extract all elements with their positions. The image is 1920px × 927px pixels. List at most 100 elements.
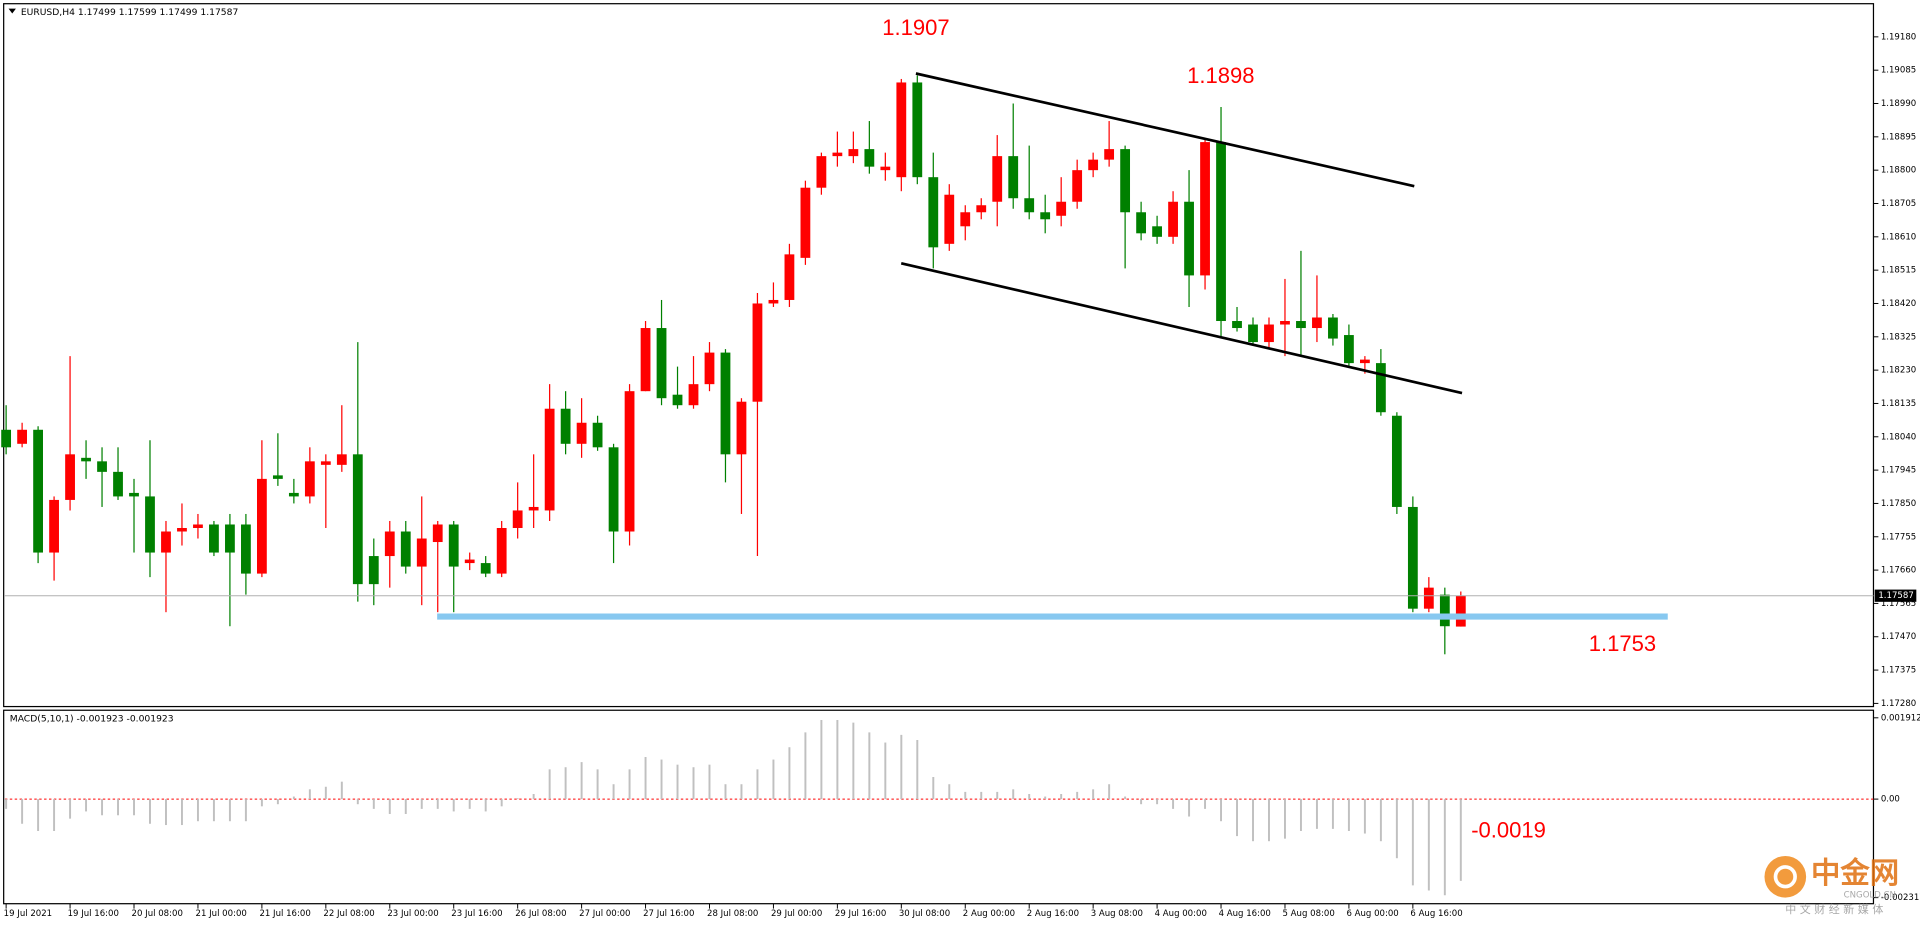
current-price-label: 1.17587 xyxy=(1878,591,1913,601)
x-tick-label: 27 Jul 00:00 xyxy=(579,909,630,919)
current-price-box xyxy=(1874,589,1917,602)
y-tick-label: 1.17660 xyxy=(1881,566,1916,576)
y-tick-label: 1.17565 xyxy=(1881,599,1916,609)
x-tick-label: 19 Jul 16:00 xyxy=(68,909,119,919)
x-tick-label: 4 Aug 00:00 xyxy=(1155,909,1207,919)
watermark-site: CNGOLD.CN xyxy=(1844,891,1896,901)
candle-body xyxy=(1120,149,1131,213)
candle-body xyxy=(816,156,827,188)
candle-body xyxy=(832,152,843,157)
y-tick-label: 1.18325 xyxy=(1881,332,1916,342)
candle-body xyxy=(624,391,635,532)
candle-body xyxy=(1360,359,1370,364)
x-tick-label: 29 Jul 00:00 xyxy=(771,909,822,919)
y-tick-label: 1.17945 xyxy=(1881,466,1916,476)
candle-body xyxy=(1439,594,1450,627)
price-panel xyxy=(3,3,1875,708)
candle-body xyxy=(1232,321,1242,329)
support-line xyxy=(437,613,1668,620)
candle-body xyxy=(496,527,507,574)
x-tick-label: 21 Jul 16:00 xyxy=(259,909,310,919)
candle-body xyxy=(352,454,363,585)
candle-body xyxy=(400,531,411,567)
candle-body xyxy=(592,422,603,448)
candle-body xyxy=(1216,142,1226,322)
candle-body xyxy=(1088,159,1099,171)
candle-body xyxy=(736,401,747,455)
candle-body xyxy=(97,461,107,472)
candle-body xyxy=(480,563,491,574)
candle-body xyxy=(912,82,923,178)
y-tick-label: 1.17850 xyxy=(1881,499,1916,509)
candle-body xyxy=(193,524,203,528)
candle-body xyxy=(1328,317,1338,339)
candle-body xyxy=(241,524,251,574)
y-tick-label: 1.18895 xyxy=(1881,132,1916,142)
x-tick-label: 4 Aug 16:00 xyxy=(1219,909,1271,919)
candle-body xyxy=(720,352,731,455)
watermark-tagline: 中 文 财 经 新 媒 体 xyxy=(1785,902,1883,916)
candle-body xyxy=(161,531,171,553)
candle-body xyxy=(129,492,139,497)
candle-body xyxy=(960,212,971,227)
annotation: 1.1907 xyxy=(882,15,949,40)
y-tick-label: 1.19180 xyxy=(1881,32,1916,42)
candle-body xyxy=(1200,142,1210,276)
x-tick-label: 27 Jul 16:00 xyxy=(643,909,694,919)
candle-body xyxy=(544,408,555,511)
y-tick-label: 1.18135 xyxy=(1881,399,1916,409)
candle-body xyxy=(800,187,811,258)
x-tick-label: 6 Aug 16:00 xyxy=(1410,909,1462,919)
x-tick-label: 29 Jul 16:00 xyxy=(835,909,886,919)
y-tick-label: 1.18420 xyxy=(1881,299,1916,309)
candle-body xyxy=(1008,156,1019,199)
y-tick-label: -0.002317 xyxy=(1881,893,1920,903)
x-tick-label: 30 Jul 08:00 xyxy=(899,909,950,919)
candle-body xyxy=(1296,321,1306,329)
candle-body xyxy=(688,384,699,406)
candle-body xyxy=(1040,212,1051,220)
watermark: 中金网 CNGOLD.CN 中 文 财 经 新 媒 体 xyxy=(1764,856,1899,916)
candle-body xyxy=(432,524,443,543)
candle-body xyxy=(608,447,619,532)
candle-body xyxy=(304,461,315,497)
candle-body xyxy=(1136,212,1147,234)
annotation: -0.0019 xyxy=(1471,817,1546,842)
x-tick-label: 23 Jul 00:00 xyxy=(387,909,438,919)
y-tick-label: 1.18515 xyxy=(1881,266,1916,276)
candle-body xyxy=(528,506,539,511)
x-tick-label: 22 Jul 08:00 xyxy=(323,909,374,919)
annotation: 1.1753 xyxy=(1589,631,1656,656)
candle-body xyxy=(256,478,267,574)
candle-body xyxy=(672,394,683,406)
x-tick-label: 5 Aug 08:00 xyxy=(1283,909,1335,919)
candle-body xyxy=(177,527,187,532)
candle-body xyxy=(1407,506,1418,609)
candle-body xyxy=(448,524,459,567)
y-tick-label: 1.18230 xyxy=(1881,366,1916,376)
candle-body xyxy=(1248,324,1258,343)
candle-body xyxy=(512,510,523,528)
candle-body xyxy=(1455,595,1466,627)
candle-body xyxy=(928,177,939,248)
candle-body xyxy=(384,531,395,557)
candle-body xyxy=(576,422,587,444)
channel-upper xyxy=(915,72,1415,188)
x-tick-label: 2 Aug 00:00 xyxy=(963,909,1015,919)
candle-body xyxy=(145,496,155,553)
menu-arrow[interactable] xyxy=(8,8,16,14)
candle-body xyxy=(560,408,571,444)
y-tick-label: 1.18705 xyxy=(1881,199,1916,209)
logo-icon xyxy=(1773,865,1797,889)
y-tick-label: 1.19085 xyxy=(1881,66,1916,76)
candle-body xyxy=(1375,363,1386,413)
x-tick-label: 2 Aug 16:00 xyxy=(1027,909,1079,919)
x-tick-label: 28 Jul 08:00 xyxy=(707,909,758,919)
candle-body xyxy=(49,499,59,553)
x-tick-label: 20 Jul 08:00 xyxy=(132,909,183,919)
marks: 1.19180 1.19085 1.18990 1.18895 1.18800 1.187… xyxy=(1,32,1920,919)
logo-icon xyxy=(1764,855,1807,898)
y-tick-label: 1.18610 xyxy=(1881,232,1916,242)
